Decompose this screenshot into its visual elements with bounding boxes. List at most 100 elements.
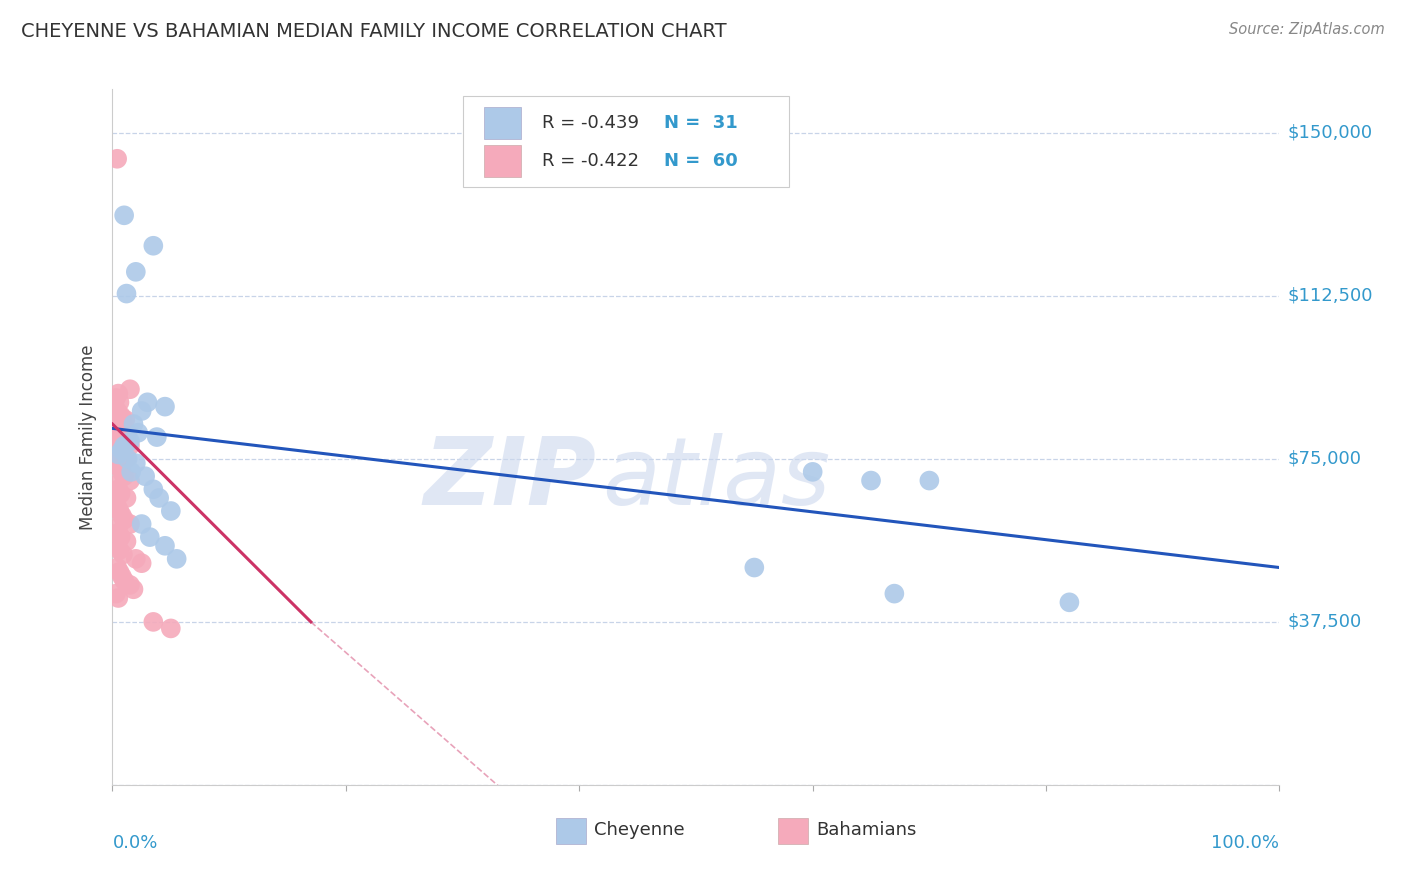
Point	[104, 587, 127, 601]
FancyBboxPatch shape	[463, 96, 789, 186]
Point	[111, 508, 134, 523]
Y-axis label: Median Family Income: Median Family Income	[79, 344, 97, 530]
Point	[111, 465, 134, 479]
Point	[107, 447, 129, 462]
Point	[112, 439, 135, 453]
Point	[148, 491, 170, 505]
Point	[131, 516, 153, 531]
Point	[120, 465, 142, 479]
Point	[107, 525, 129, 540]
Point	[117, 425, 139, 440]
FancyBboxPatch shape	[778, 818, 808, 844]
Point	[111, 412, 134, 426]
Point	[111, 443, 134, 458]
Text: Source: ZipAtlas.com: Source: ZipAtlas.com	[1229, 22, 1385, 37]
Point	[104, 478, 127, 492]
Text: CHEYENNE VS BAHAMIAN MEDIAN FAMILY INCOME CORRELATION CHART: CHEYENNE VS BAHAMIAN MEDIAN FAMILY INCOM…	[21, 22, 727, 41]
Point	[107, 482, 129, 496]
Point	[117, 451, 139, 466]
Point	[111, 548, 134, 562]
Point	[105, 560, 128, 574]
Point	[110, 530, 132, 544]
Point	[104, 391, 127, 405]
Point	[153, 400, 176, 414]
Point	[142, 615, 165, 629]
Point	[131, 404, 153, 418]
Text: $150,000: $150,000	[1288, 124, 1372, 142]
Point	[112, 208, 135, 222]
Text: $112,500: $112,500	[1288, 286, 1374, 305]
FancyBboxPatch shape	[484, 107, 520, 139]
Point	[107, 417, 129, 431]
Point	[883, 587, 905, 601]
Point	[142, 238, 165, 253]
Point	[105, 430, 128, 444]
Text: $75,000: $75,000	[1288, 450, 1362, 467]
Point	[127, 425, 149, 440]
Point	[801, 465, 824, 479]
Point	[110, 409, 132, 423]
Point	[122, 582, 145, 597]
Point	[105, 456, 128, 470]
Point	[1059, 595, 1081, 609]
Point	[134, 469, 156, 483]
Text: atlas: atlas	[603, 434, 831, 524]
Point	[122, 417, 145, 431]
Point	[104, 521, 127, 535]
Point	[110, 486, 132, 500]
Point	[118, 382, 141, 396]
Text: Bahamians: Bahamians	[815, 822, 917, 839]
Point	[104, 421, 127, 435]
Text: N =  60: N = 60	[665, 152, 738, 169]
Point	[118, 516, 141, 531]
Point	[110, 447, 132, 462]
Point	[114, 412, 136, 426]
FancyBboxPatch shape	[484, 145, 520, 177]
Point	[125, 456, 148, 470]
Point	[115, 534, 138, 549]
Point	[111, 434, 134, 449]
Point	[107, 591, 129, 605]
Point	[859, 474, 883, 488]
Point	[112, 513, 135, 527]
Point	[918, 474, 941, 488]
Point	[104, 400, 127, 414]
Point	[125, 265, 148, 279]
Point	[105, 152, 128, 166]
Point	[166, 551, 188, 566]
Point	[104, 456, 127, 470]
Point	[131, 556, 153, 570]
Point	[108, 460, 131, 475]
Text: $37,500: $37,500	[1288, 613, 1362, 631]
Point	[136, 395, 159, 409]
Point	[104, 417, 127, 431]
Point	[118, 578, 141, 592]
Point	[115, 451, 138, 466]
Point	[108, 395, 131, 409]
FancyBboxPatch shape	[555, 818, 586, 844]
Text: 100.0%: 100.0%	[1212, 834, 1279, 852]
Text: R = -0.439: R = -0.439	[541, 114, 638, 132]
Point	[160, 504, 183, 518]
Point	[112, 574, 135, 588]
Point	[142, 482, 165, 496]
Point	[742, 560, 765, 574]
Point	[115, 491, 138, 505]
Text: Cheyenne: Cheyenne	[595, 822, 685, 839]
Point	[115, 286, 138, 301]
Point	[107, 447, 129, 462]
Point	[118, 439, 141, 453]
Point	[104, 495, 127, 509]
Point	[105, 404, 128, 418]
Point	[153, 539, 176, 553]
Point	[104, 434, 127, 449]
Text: R = -0.422: R = -0.422	[541, 152, 638, 169]
Point	[118, 434, 141, 449]
Text: 0.0%: 0.0%	[112, 834, 157, 852]
Point	[105, 500, 128, 514]
Point	[108, 565, 131, 579]
Point	[146, 430, 169, 444]
Text: N =  31: N = 31	[665, 114, 738, 132]
Point	[139, 530, 162, 544]
Point	[111, 421, 134, 435]
